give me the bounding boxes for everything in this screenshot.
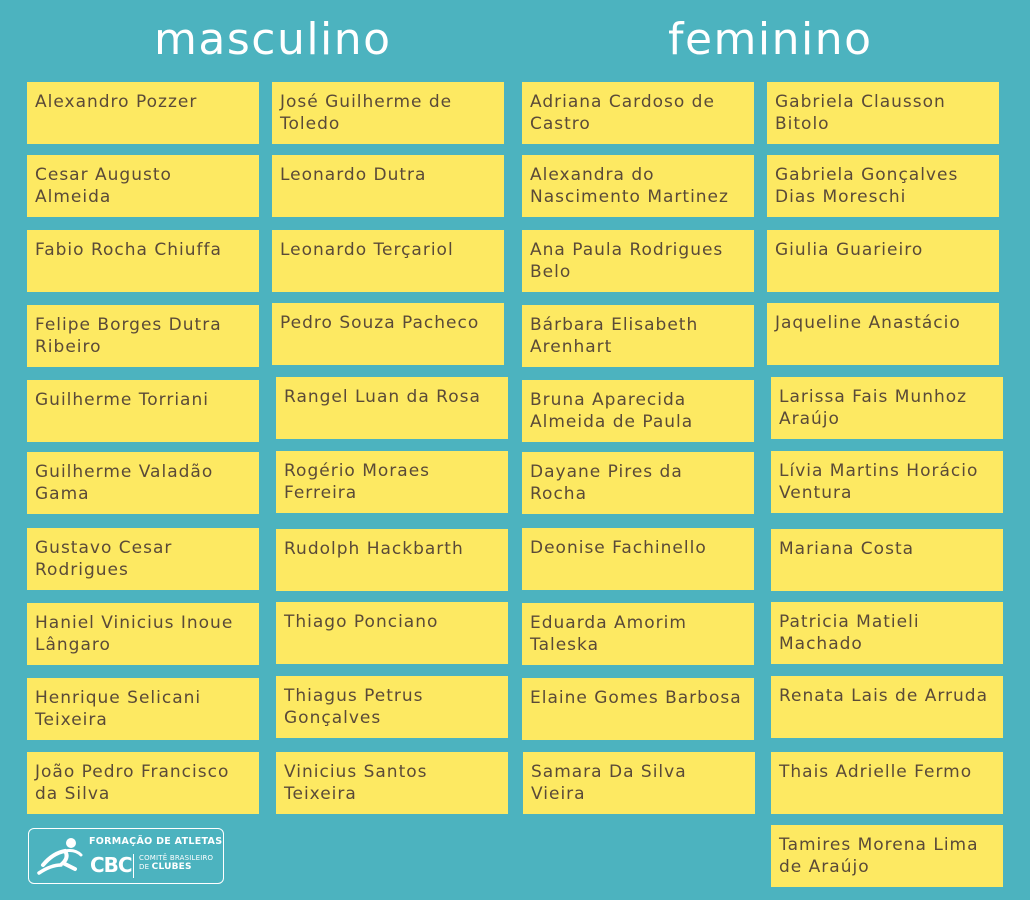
athlete-card: Mariana Costa xyxy=(771,529,1003,591)
athlete-card: Rangel Luan da Rosa xyxy=(276,377,508,439)
runner-icon xyxy=(37,838,83,875)
athlete-card: Rudolph Hackbarth xyxy=(276,529,508,591)
athlete-card: Tamires Morena Lima de Araújo xyxy=(771,825,1003,887)
logo-title: FORMAÇÃO DE ATLETAS xyxy=(89,836,223,847)
athlete-card: Elaine Gomes Barbosa xyxy=(522,678,754,740)
athlete-card: Samara Da Silva Vieira xyxy=(523,752,755,814)
athlete-card: Gustavo Cesar Rodrigues xyxy=(27,528,259,590)
logo-divider xyxy=(133,854,134,878)
athlete-card: Dayane Pires da Rocha xyxy=(522,452,754,514)
athlete-card: Giulia Guarieiro xyxy=(767,230,999,292)
athlete-card: Alexandra do Nascimento Martinez xyxy=(522,155,754,217)
athlete-card: José Guilherme de Toledo xyxy=(272,82,504,144)
athlete-card: Deonise Fachinello xyxy=(522,528,754,590)
athlete-card: Vinicius Santos Teixeira xyxy=(276,752,508,814)
athlete-card: Thiago Ponciano xyxy=(276,602,508,664)
heading-masculino: masculino xyxy=(154,14,392,65)
athlete-card: João Pedro Francisco da Silva xyxy=(27,752,259,814)
logo-brand: CBC xyxy=(90,853,133,877)
heading-feminino: feminino xyxy=(668,14,873,65)
athlete-card: Renata Lais de Arruda xyxy=(771,676,1003,738)
athlete-card: Ana Paula Rodrigues Belo xyxy=(522,230,754,292)
athlete-card: Rogério Moraes Ferreira xyxy=(276,451,508,513)
athlete-card: Gabriela Gonçalves Dias Moreschi xyxy=(767,155,999,217)
athlete-card: Haniel Vinicius Inoue Lângaro xyxy=(27,603,259,665)
athlete-card: Fabio Rocha Chiuffa xyxy=(27,230,259,292)
athlete-card: Alexandro Pozzer xyxy=(27,82,259,144)
athlete-card: Pedro Souza Pacheco xyxy=(272,303,504,365)
cbc-logo: FORMAÇÃO DE ATLETAS CBC COMITÊ BRASILEIR… xyxy=(28,828,224,884)
athlete-card: Thiagus Petrus Gonçalves xyxy=(276,676,508,738)
logo-sub-line2: DE xyxy=(139,863,150,871)
athlete-card: Felipe Borges Dutra Ribeiro xyxy=(27,305,259,367)
athlete-card: Henrique Selicani Teixeira xyxy=(27,678,259,740)
athlete-card: Leonardo Dutra xyxy=(272,155,504,217)
athlete-card: Larissa Fais Munhoz Araújo xyxy=(771,377,1003,439)
athlete-card: Eduarda Amorim Taleska xyxy=(522,603,754,665)
athlete-card: Guilherme Valadão Gama xyxy=(27,452,259,514)
logo-sub-line1: COMITÊ BRASILEIRO xyxy=(139,854,214,862)
athlete-card: Gabriela Clausson Bitolo xyxy=(767,82,999,144)
athlete-card: Leonardo Terçariol xyxy=(272,230,504,292)
athlete-card: Patricia Matieli Machado xyxy=(771,602,1003,664)
athlete-card: Lívia Martins Horácio Ventura xyxy=(771,451,1003,513)
athlete-card: Bárbara Elisabeth Arenhart xyxy=(522,305,754,367)
logo-subtitle: COMITÊ BRASILEIRO DE CLUBES xyxy=(139,854,219,872)
athlete-card: Guilherme Torriani xyxy=(27,380,259,442)
logo-sub-line3: CLUBES xyxy=(151,862,192,872)
athlete-card: Bruna Aparecida Almeida de Paula xyxy=(522,380,754,442)
athlete-card: Jaqueline Anastácio xyxy=(767,303,999,365)
athlete-card: Thais Adrielle Fermo xyxy=(771,752,1003,814)
athlete-card: Cesar Augusto Almeida xyxy=(27,155,259,217)
athlete-card: Adriana Cardoso de Castro xyxy=(522,82,754,144)
